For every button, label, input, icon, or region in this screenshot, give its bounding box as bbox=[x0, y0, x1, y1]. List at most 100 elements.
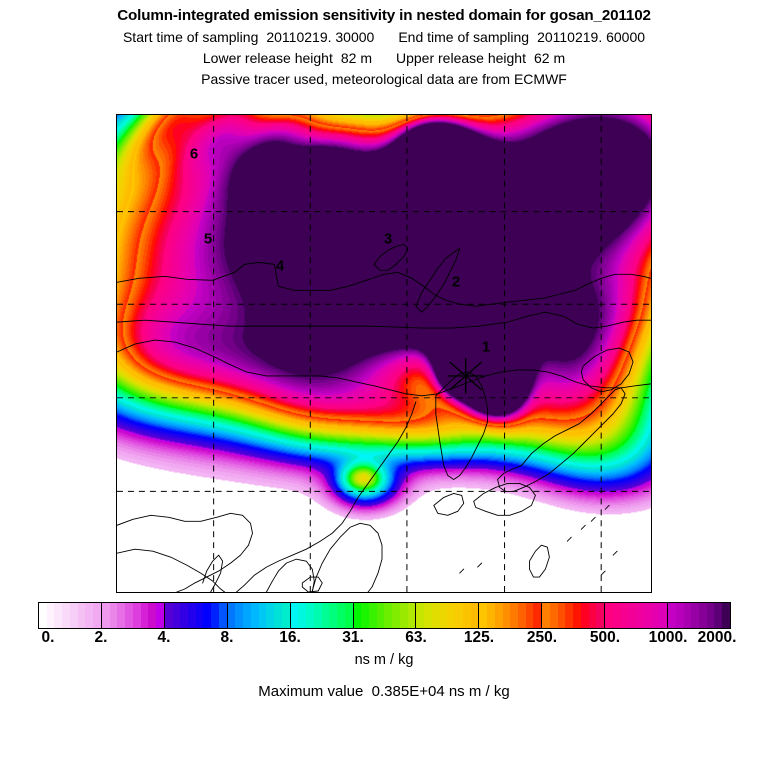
colorbar-step bbox=[714, 603, 723, 628]
colorbar-step bbox=[376, 603, 385, 628]
colorbar-step bbox=[274, 603, 282, 628]
colorbar-step bbox=[699, 603, 707, 628]
colorbar-step bbox=[557, 603, 566, 628]
end-time-value: 20110219. 60000 bbox=[537, 29, 646, 45]
colorbar-step bbox=[533, 603, 542, 628]
colorbar-tick-labels: 0. 2. 4. 8. 16. 31. 63. 125. 250. 500. 1000. 2000. bbox=[0, 629, 768, 649]
colorbar-step bbox=[39, 603, 47, 628]
colorbar-step bbox=[628, 603, 637, 628]
colorbar-step bbox=[313, 603, 322, 628]
colorbar-step bbox=[54, 603, 63, 628]
colorbar-step bbox=[321, 603, 330, 628]
colorbar-step bbox=[470, 603, 479, 628]
figure-header: Column-integrated emission sensitivity i… bbox=[0, 0, 768, 87]
colorbar-step bbox=[188, 603, 196, 628]
coastline-overlay bbox=[117, 244, 651, 592]
colorbar-step bbox=[659, 603, 668, 628]
colorbar-step bbox=[502, 603, 511, 628]
colorbar-step bbox=[439, 603, 448, 628]
colorbar-step bbox=[156, 603, 164, 628]
colorbar-step bbox=[235, 603, 244, 628]
figure-title: Column-integrated emission sensitivity i… bbox=[117, 7, 651, 24]
colorbar-step bbox=[549, 603, 558, 628]
colorbar-tick-7: 125. bbox=[463, 629, 495, 646]
colorbar-step bbox=[85, 603, 94, 628]
colorbar-step bbox=[384, 603, 393, 628]
colorbar-step bbox=[306, 603, 314, 628]
colorbar-step bbox=[243, 603, 251, 628]
sampling-time-line: Start time of sampling 20110219. 30000 End… bbox=[0, 29, 768, 45]
colorbar-step bbox=[722, 603, 730, 628]
colorbar-step bbox=[399, 603, 408, 628]
lower-release-label: Lower release height bbox=[202, 50, 333, 66]
start-time-label: Start time of sampling bbox=[122, 29, 259, 45]
colorbar-segment-2 bbox=[164, 603, 228, 628]
tracer-note: Passive tracer used, meteorological data… bbox=[201, 71, 567, 87]
colorbar-step bbox=[298, 603, 307, 628]
maximum-value-line: Maximum value 0.385E+04 ns m / kg bbox=[0, 683, 768, 700]
colorbar-segment-1 bbox=[101, 603, 165, 628]
colorbar-step bbox=[588, 603, 597, 628]
colorbar-step bbox=[337, 603, 345, 628]
colorbar-segment-3 bbox=[227, 603, 291, 628]
colorbar-step bbox=[164, 603, 173, 628]
colorbar-step bbox=[125, 603, 133, 628]
colorbar-tick-9: 500. bbox=[589, 629, 621, 646]
colorbar-step bbox=[691, 603, 699, 628]
colorbar-segment-5 bbox=[353, 603, 417, 628]
colorbar-step bbox=[636, 603, 644, 628]
map-panel: 6 5 4 3 2 1 bbox=[116, 114, 652, 593]
colorbar-step bbox=[596, 603, 605, 628]
colorbar-step bbox=[510, 603, 519, 628]
colorbar-step bbox=[518, 603, 526, 628]
colorbar-step bbox=[266, 603, 275, 628]
colorbar-step bbox=[455, 603, 463, 628]
colorbar-step bbox=[109, 603, 118, 628]
colorbar-step bbox=[77, 603, 86, 628]
lower-release-value: 82 m bbox=[340, 50, 372, 66]
colorbar-step bbox=[69, 603, 78, 628]
colorbar-segment-7 bbox=[479, 603, 543, 628]
maximum-value-label: Maximum value bbox=[258, 683, 364, 700]
colorbar-tick-0: 0. bbox=[41, 629, 55, 646]
colorbar-tick-10: 1000. bbox=[648, 629, 688, 646]
map-gridlines bbox=[117, 115, 651, 592]
colorbar-step bbox=[117, 603, 126, 628]
colorbar-step bbox=[605, 603, 613, 628]
colorbar-tick-2: 4. bbox=[157, 629, 171, 646]
colorbar-step bbox=[447, 603, 456, 628]
colorbar-segment-6 bbox=[416, 603, 480, 628]
end-time-label: End time of sampling bbox=[398, 29, 530, 45]
colorbar-step bbox=[258, 603, 267, 628]
colorbar-step bbox=[172, 603, 181, 628]
colorbar-step bbox=[62, 603, 70, 628]
colorbar-step bbox=[612, 603, 621, 628]
colorbar-step bbox=[573, 603, 581, 628]
colorbar-step bbox=[180, 603, 189, 628]
colorbar-step bbox=[479, 603, 488, 628]
colorbar-step bbox=[675, 603, 684, 628]
colorbar-segment-10 bbox=[668, 603, 730, 628]
colorbar-segment-8 bbox=[542, 603, 606, 628]
colorbar-step bbox=[407, 603, 416, 628]
colorbar-step bbox=[132, 603, 141, 628]
colorbar-step bbox=[195, 603, 204, 628]
release-height-line: Lower release height 82 m Upper release he… bbox=[0, 50, 768, 66]
colorbar-step bbox=[565, 603, 574, 628]
colorbar-step bbox=[542, 603, 550, 628]
colorbar-step bbox=[462, 603, 471, 628]
start-time-value: 20110219. 30000 bbox=[266, 29, 375, 45]
colorbar-step bbox=[353, 603, 362, 628]
upper-release-label: Upper release height bbox=[396, 50, 526, 66]
colorbar-step bbox=[580, 603, 589, 628]
colorbar-tick-5: 31. bbox=[342, 629, 364, 646]
colorbar-step bbox=[140, 603, 149, 628]
colorbar-step bbox=[668, 603, 676, 628]
colorbar-step bbox=[290, 603, 299, 628]
colorbar-container bbox=[38, 602, 731, 629]
colorbar bbox=[38, 602, 731, 629]
colorbar-step bbox=[369, 603, 377, 628]
upper-release-value: 62 m bbox=[533, 50, 566, 66]
colorbar-step bbox=[643, 603, 652, 628]
colorbar-step bbox=[93, 603, 101, 628]
